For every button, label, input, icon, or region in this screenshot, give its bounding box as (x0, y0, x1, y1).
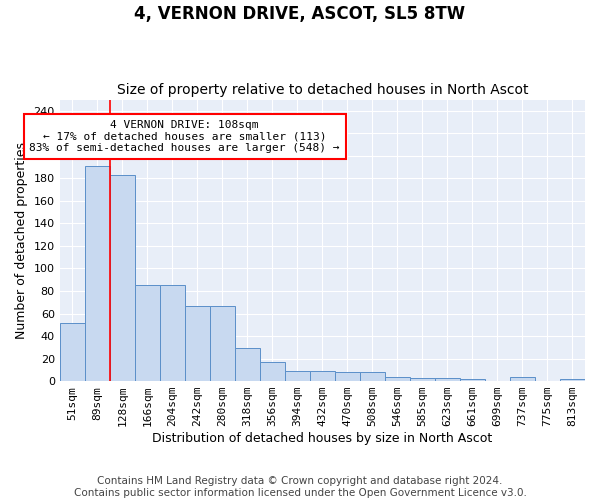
Bar (260, 362, 285, 381)
Bar (410, 378, 435, 381)
Bar (310, 371, 335, 381)
Text: 4, VERNON DRIVE, ASCOT, SL5 8TW: 4, VERNON DRIVE, ASCOT, SL5 8TW (134, 5, 466, 23)
Bar (385, 376, 410, 381)
Bar (85, 166, 110, 381)
Bar (160, 286, 185, 381)
Bar (285, 371, 310, 381)
Bar (335, 372, 360, 381)
Bar (210, 306, 235, 381)
Bar (59, 322, 85, 381)
Text: Contains HM Land Registry data © Crown copyright and database right 2024.
Contai: Contains HM Land Registry data © Crown c… (74, 476, 526, 498)
Bar (235, 348, 260, 381)
Y-axis label: Number of detached properties: Number of detached properties (15, 142, 28, 339)
Bar (560, 379, 585, 381)
Bar (360, 372, 385, 381)
Bar (135, 286, 160, 381)
Bar (110, 175, 135, 381)
Bar (185, 306, 210, 381)
X-axis label: Distribution of detached houses by size in North Ascot: Distribution of detached houses by size … (152, 432, 493, 445)
Title: Size of property relative to detached houses in North Ascot: Size of property relative to detached ho… (116, 83, 528, 97)
Bar (510, 376, 535, 381)
Bar (435, 378, 460, 381)
Bar (460, 379, 485, 381)
Text: 4 VERNON DRIVE: 108sqm
← 17% of detached houses are smaller (113)
83% of semi-de: 4 VERNON DRIVE: 108sqm ← 17% of detached… (29, 120, 340, 153)
